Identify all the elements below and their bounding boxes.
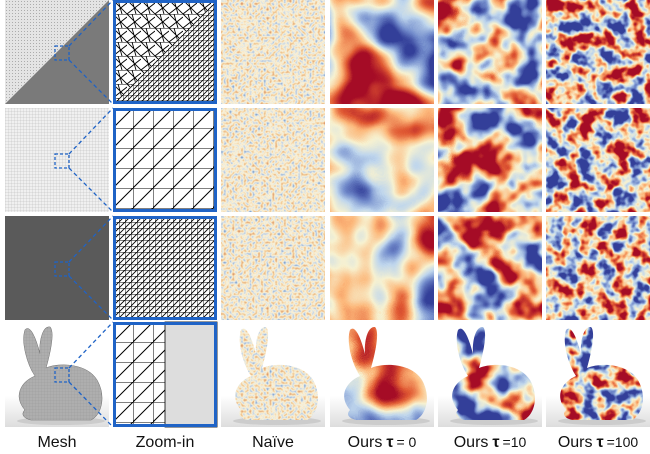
field [330, 216, 434, 320]
field [546, 0, 650, 104]
mesh [5, 108, 109, 212]
label-symbol: τ [596, 434, 603, 451]
figure: MeshZoom-inNaïveOursτ= 0Oursτ=10Oursτ=10… [0, 0, 650, 454]
panel [5, 322, 109, 427]
column-label: Mesh [37, 434, 76, 451]
panel [438, 322, 542, 427]
column-label: Zoom-in [136, 434, 195, 451]
panel [438, 108, 542, 212]
label-text: Ours [454, 434, 489, 451]
panel [546, 322, 650, 427]
label-text: Ours [348, 434, 383, 451]
field [438, 216, 542, 320]
zoom-mesh [113, 108, 217, 212]
panel [330, 322, 434, 427]
panel [113, 216, 217, 320]
zoom-coarse [165, 322, 217, 427]
panel [221, 216, 325, 320]
label-text: Naïve [252, 434, 294, 451]
label-text: Ours [558, 434, 593, 451]
field [546, 216, 650, 320]
field [221, 108, 325, 212]
field [330, 108, 434, 212]
field [221, 216, 325, 320]
panel [330, 108, 434, 212]
label-text: Zoom-in [136, 434, 195, 451]
zoom-mesh [113, 216, 217, 320]
panel [5, 216, 109, 320]
field [221, 0, 325, 104]
panel [113, 108, 217, 212]
panel [330, 0, 434, 104]
panel [113, 322, 217, 427]
panel [5, 108, 109, 212]
label-text: Mesh [37, 434, 76, 451]
panel [546, 0, 650, 104]
label-setting: =10 [503, 434, 527, 450]
label-symbol: τ [386, 434, 393, 451]
field [438, 0, 542, 104]
panel [5, 0, 109, 104]
panel [546, 216, 650, 320]
panel [438, 216, 542, 320]
panel [221, 108, 325, 212]
panel [221, 0, 325, 104]
panel [221, 322, 325, 427]
field [546, 108, 650, 212]
mesh [5, 216, 109, 320]
column-label: Naïve [252, 434, 294, 451]
label-setting: =100 [607, 434, 639, 450]
field [438, 108, 542, 212]
label-symbol: τ [492, 434, 499, 451]
panel [330, 216, 434, 320]
panel [438, 0, 542, 104]
panel [546, 108, 650, 212]
label-setting: = 0 [396, 434, 416, 450]
field [330, 0, 434, 104]
panel [113, 0, 217, 104]
